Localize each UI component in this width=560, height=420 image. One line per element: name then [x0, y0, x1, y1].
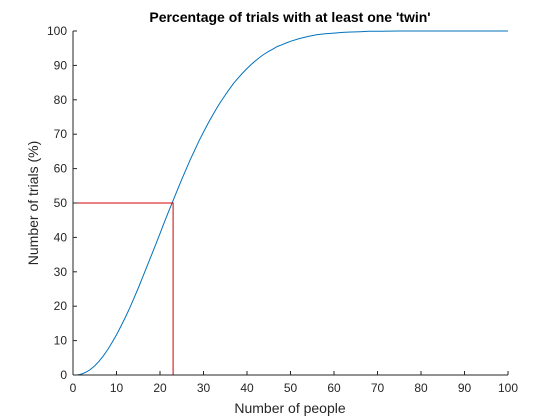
y-tick-label: 10 [54, 334, 68, 348]
series-line-curve [77, 30, 508, 376]
x-tick-label: 50 [284, 381, 298, 395]
y-tick-label: 0 [60, 368, 67, 382]
y-tick-label: 70 [54, 127, 68, 141]
x-tick-label: 10 [110, 381, 124, 395]
axes: 0 10 20 30 40 50 60 70 80 90 100 0 10 20 30 40 50 60 70 80 9… [47, 24, 518, 395]
series-line-reference [73, 202, 174, 375]
x-tick-label: 20 [153, 381, 167, 395]
y-tick-label: 50 [54, 196, 68, 210]
x-axis-label: Number of people [234, 400, 346, 416]
y-tick-label: 20 [54, 299, 68, 313]
y-tick-label: 90 [54, 58, 68, 72]
y-tick-label: 80 [54, 93, 68, 107]
x-tick-label: 0 [70, 381, 77, 395]
x-tick-label: 80 [414, 381, 428, 395]
x-tick-label: 60 [327, 381, 341, 395]
series-layer [73, 30, 508, 376]
y-axis-label: Number of trials (%) [25, 141, 41, 265]
x-tick-label: 90 [458, 381, 472, 395]
x-tick-label: 70 [371, 381, 385, 395]
x-tick-label: 30 [197, 381, 211, 395]
x-tick-label: 40 [240, 381, 254, 395]
y-tick-label: 30 [54, 265, 68, 279]
y-tick-label: 40 [54, 230, 68, 244]
y-tick-label: 60 [54, 162, 68, 176]
y-tick-label: 100 [47, 24, 67, 38]
x-tick-label: 100 [498, 381, 518, 395]
chart-title: Percentage of trials with at least one '… [149, 9, 430, 25]
